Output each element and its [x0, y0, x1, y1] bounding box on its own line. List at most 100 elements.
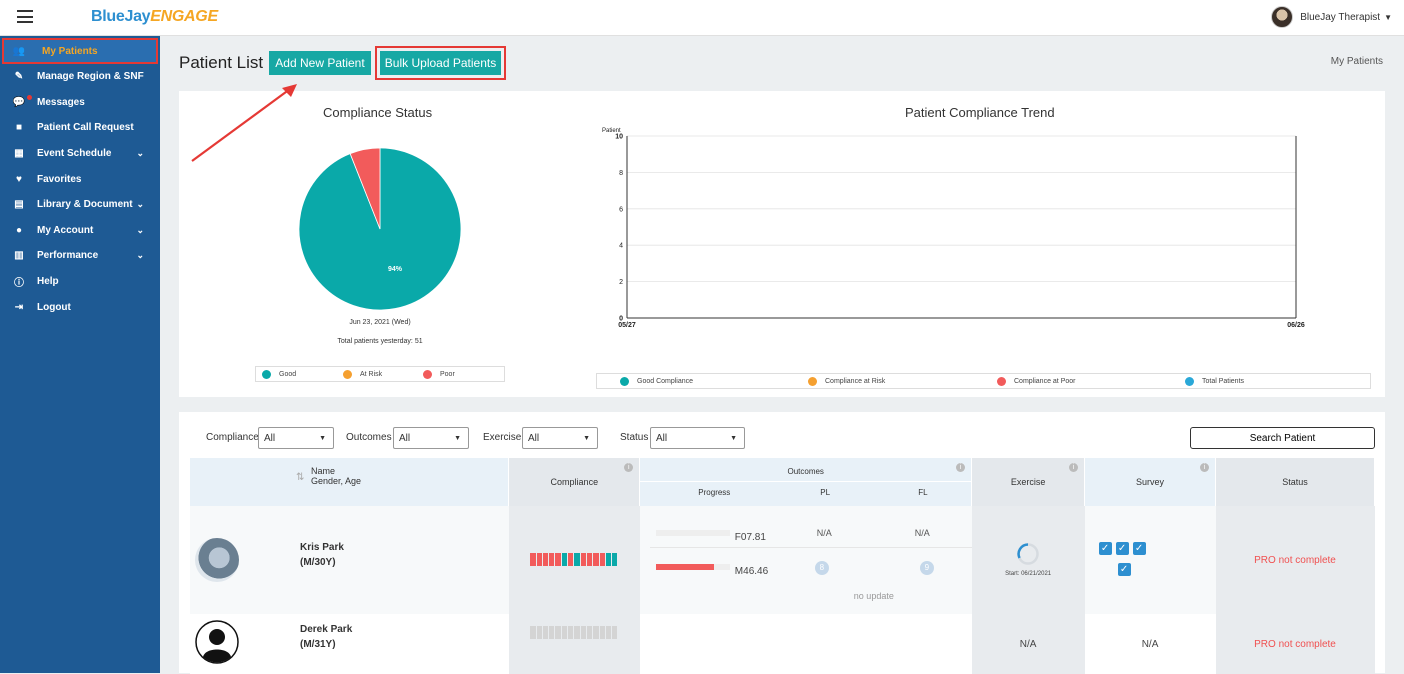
- header-status-label: Status: [1282, 477, 1308, 487]
- compliance-status-title: Compliance Status: [323, 105, 433, 120]
- compliance-day-square: [549, 552, 555, 566]
- bulk-upload-patients-button[interactable]: Bulk Upload Patients: [380, 51, 501, 75]
- header-outcomes-label: Outcomes: [787, 467, 824, 476]
- checkbox-checked-icon[interactable]: ✓: [1117, 563, 1131, 576]
- table-row[interactable]: Derek Park (M/31Y) N/A N/A PRO not compl…: [190, 614, 1375, 674]
- compliance-day-square: [574, 626, 580, 639]
- legend-label: Total Patients: [1202, 377, 1245, 385]
- breadcrumb[interactable]: My Patients: [1330, 56, 1383, 67]
- video-icon: ■: [15, 122, 23, 134]
- hamburger-menu-icon[interactable]: [17, 10, 33, 23]
- sidebar-item-my-patients[interactable]: 👥 My Patients: [2, 38, 158, 64]
- survey-cell: N/A: [1085, 614, 1216, 674]
- filter-outcomes-select[interactable]: All ▼: [393, 427, 469, 449]
- legend-total-patients[interactable]: Total Patients: [1185, 376, 1245, 386]
- legend-label: Poor: [440, 370, 455, 378]
- compliance-day-square: [586, 552, 593, 566]
- checkbox-checked-icon[interactable]: ✓: [1115, 542, 1129, 555]
- sidebar-item-favorites[interactable]: ♥ Favorites: [0, 166, 160, 192]
- compliance-day-square: [599, 626, 605, 639]
- sidebar-item-label: Patient Call Request: [37, 122, 134, 134]
- select-value: All: [528, 432, 540, 444]
- patient-name: Derek Park: [300, 624, 353, 635]
- header-name[interactable]: ⇅ Name Gender, Age: [190, 458, 510, 506]
- legend-good[interactable]: Good: [262, 369, 343, 379]
- pie-slice-poor[interactable]: [349, 147, 381, 230]
- sidebar-item-manage-region[interactable]: ✎ Manage Region & SNF: [0, 64, 160, 90]
- sidebar-item-label: Help: [37, 276, 59, 288]
- caret-down-icon: ▼: [583, 434, 590, 442]
- sort-icon[interactable]: ⇅: [296, 472, 305, 483]
- status-text: PRO not complete: [1254, 554, 1336, 566]
- outcomes-cell: F07.81 N/A N/A M46.46 8 9 no update: [639, 506, 972, 614]
- app-logo[interactable]: BlueJayENGAGE: [91, 8, 218, 26]
- status-cell: PRO not complete: [1215, 506, 1375, 614]
- survey-value: N/A: [1141, 638, 1159, 650]
- y-axis-label: Patient: [602, 128, 621, 134]
- outcome-fl-badge: 9: [919, 561, 934, 575]
- compliance-squares: [530, 626, 618, 641]
- sidebar-item-label: Messages: [37, 96, 85, 108]
- caret-down-icon: ▼: [454, 434, 461, 442]
- outcome-note: no update: [853, 591, 894, 601]
- info-icon[interactable]: i: [1069, 463, 1079, 472]
- legend-label: Compliance at Poor: [1014, 377, 1076, 385]
- checkbox-checked-icon[interactable]: ✓: [1132, 542, 1146, 555]
- sidebar-item-performance[interactable]: ▥ Performance ⌄: [0, 243, 160, 269]
- legend-compliance-at-poor[interactable]: Compliance at Poor: [997, 376, 1185, 386]
- select-value: All: [264, 432, 276, 444]
- sidebar-item-logout[interactable]: ⇥ Logout: [0, 294, 160, 320]
- header-compliance-label: Compliance: [550, 477, 599, 487]
- sidebar-item-library[interactable]: ▤ Library & Document ⌄: [0, 192, 160, 218]
- compliance-day-square: [605, 552, 612, 566]
- legend-poor[interactable]: Poor: [423, 369, 455, 379]
- compliance-day-square: [568, 626, 574, 639]
- compliance-total: Total patients yesterday: 51: [337, 338, 423, 345]
- filter-compliance-select[interactable]: All ▼: [258, 427, 334, 449]
- sidebar-item-help[interactable]: ⓘ Help: [0, 269, 160, 295]
- filter-status-label: Status: [620, 432, 649, 443]
- sidebar-item-event-schedule[interactable]: ▦ Event Schedule ⌄: [0, 141, 160, 167]
- patient-name-cell[interactable]: Kris Park (M/30Y): [190, 506, 509, 614]
- table-header-row: ⇅ Name Gender, Age Compliance i Outcomes …: [190, 458, 1375, 506]
- filter-exercise-select[interactable]: All ▼: [522, 427, 598, 449]
- compliance-day-square: [599, 552, 605, 566]
- compliance-day-square: [593, 626, 599, 639]
- compliance-date: Jun 23, 2021 (Wed): [349, 319, 411, 326]
- user-menu[interactable]: BlueJay Therapist ▼: [1271, 6, 1392, 28]
- patient-name-cell[interactable]: Derek Park (M/31Y): [190, 614, 509, 674]
- info-icon[interactable]: i: [956, 463, 966, 472]
- compliance-day-square: [605, 626, 612, 639]
- default-avatar-icon: [195, 620, 239, 664]
- compliance-legend: Good At Risk Poor: [255, 366, 505, 382]
- info-icon[interactable]: i: [624, 463, 634, 472]
- compliance-day-square: [561, 626, 568, 639]
- table-row[interactable]: Kris Park (M/30Y) F07.81 N/A N/A M46.46 …: [190, 506, 1375, 614]
- progress-bar-track: [655, 530, 730, 536]
- filter-status-select[interactable]: All ▼: [650, 427, 745, 449]
- caret-down-icon: ▼: [319, 434, 326, 442]
- book-icon: ▤: [14, 199, 24, 211]
- compliance-squares: [530, 552, 618, 568]
- legend-compliance-at-risk[interactable]: Compliance at Risk: [808, 376, 997, 386]
- sidebar-item-patient-call-request[interactable]: ■ Patient Call Request: [0, 115, 160, 141]
- header-exercise: Exercise i: [971, 458, 1086, 506]
- sidebar-item-label: Logout: [37, 301, 71, 313]
- legend-at-risk[interactable]: At Risk: [343, 369, 423, 379]
- compliance-day-square: [612, 626, 618, 639]
- compliance-cell: [508, 614, 640, 674]
- sidebar-item-messages[interactable]: 💬 Messages: [0, 90, 160, 116]
- compliance-day-square: [561, 552, 568, 566]
- compliance-day-square: [555, 626, 561, 639]
- legend-good-compliance[interactable]: Good Compliance: [620, 376, 808, 386]
- info-icon[interactable]: i: [1200, 463, 1210, 472]
- sidebar-item-my-account[interactable]: ● My Account ⌄: [0, 218, 160, 244]
- header-exercise-label: Exercise: [1010, 477, 1046, 487]
- select-value: All: [656, 432, 668, 444]
- search-patient-button[interactable]: Search Patient: [1190, 427, 1375, 449]
- patient-table-card: Compliance All ▼ Outcomes All ▼ Exercise A…: [179, 412, 1385, 674]
- checkbox-checked-icon[interactable]: ✓: [1098, 542, 1112, 555]
- add-new-patient-button[interactable]: Add New Patient: [269, 51, 371, 75]
- compliance-day-square: [593, 552, 599, 566]
- sidebar-item-label: Library & Document: [37, 199, 133, 211]
